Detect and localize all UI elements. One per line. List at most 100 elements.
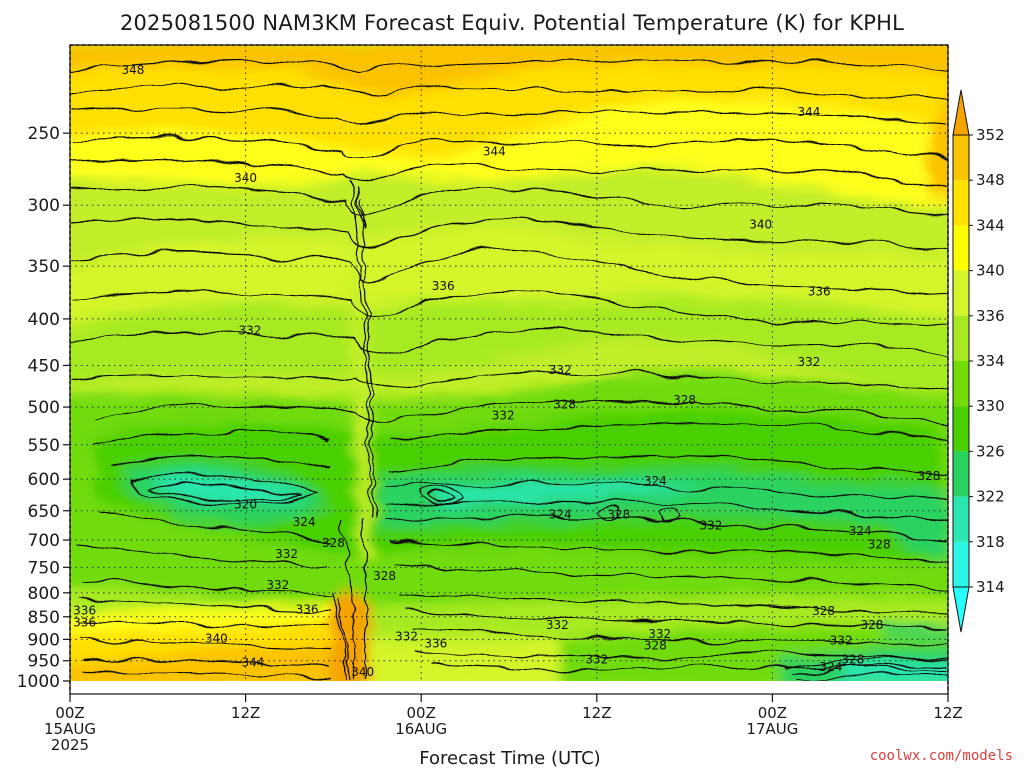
contour-label-text: 340	[351, 665, 374, 679]
colorbar-tick-label: 326	[976, 442, 1005, 460]
contour-label-text: 328	[812, 604, 835, 618]
contour-label-text: 328	[644, 638, 667, 652]
y-tick-label: 700	[28, 531, 60, 551]
contour-label-text: 332	[266, 578, 289, 592]
contour-label-text: 332	[699, 519, 722, 533]
contour-label: 328	[373, 569, 396, 583]
contour-label: 328	[918, 469, 941, 483]
contour-label: 328	[868, 538, 891, 552]
colorbar-segment	[953, 451, 969, 497]
contour-label: 328	[673, 393, 696, 407]
contour-label-text: 328	[322, 536, 345, 550]
colorbar-tick-label: 336	[976, 307, 1005, 325]
contour-label-text: 324	[819, 660, 842, 674]
colorbar-segment	[953, 180, 969, 226]
y-tick-label: 800	[28, 584, 60, 604]
colorbar-extend-top	[952, 89, 970, 136]
contour-label-text: 324	[293, 515, 316, 529]
contour-label: 344	[483, 145, 506, 159]
y-axis: 2503003504004505005506006507007508008509…	[17, 124, 70, 692]
contour-label: 324	[293, 515, 316, 529]
x-tick-label: 2025	[51, 736, 89, 754]
contour-label: 332	[648, 627, 671, 641]
contour-label-text: 340	[205, 631, 228, 645]
contour-label: 324	[849, 524, 872, 538]
contour-label: 328	[553, 398, 576, 412]
contour-label-text: 344	[241, 655, 264, 669]
colorbar: 352 348 344 340 336 334 330 326 322 318 314	[952, 89, 1005, 633]
colorbar-tick-label: 322	[976, 488, 1005, 506]
contour-label: 324	[644, 474, 667, 488]
contour-label-text: 332	[798, 355, 821, 369]
contour-label-text: 328	[868, 538, 891, 552]
y-tick-label: 950	[28, 652, 60, 672]
credit-text: coolwx.com/models	[870, 748, 1013, 764]
contour-label: 328	[607, 507, 630, 521]
contour-label: 332	[275, 547, 298, 561]
x-tick-label: 12Z	[231, 704, 260, 722]
contour-label-text: 344	[798, 105, 821, 119]
contour-label-text: 344	[483, 145, 506, 159]
contour-label-text: 332	[830, 634, 853, 648]
contour-label: 336	[73, 615, 96, 629]
y-tick-label: 300	[28, 196, 60, 216]
contour-label-text: 336	[424, 637, 447, 651]
contour-label-text: 332	[648, 627, 671, 641]
contour-label-text: 332	[395, 629, 418, 643]
contour-label-text: 332	[492, 409, 515, 423]
colorbar-tick-label: 340	[976, 262, 1005, 280]
contour-label: 332	[549, 363, 572, 377]
contour-label: 340	[205, 631, 228, 645]
y-tick-label: 250	[28, 124, 60, 144]
contour-label-text: 340	[749, 218, 772, 232]
colorbar-tick-label: 344	[976, 216, 1005, 234]
contour-label: 344	[241, 655, 264, 669]
y-tick-label: 850	[28, 608, 60, 628]
y-tick-label: 400	[28, 310, 60, 330]
contour-label-text: 332	[585, 652, 608, 666]
contour-label: 332	[492, 409, 515, 423]
contour-label: 344	[798, 105, 821, 119]
y-tick-label: 450	[28, 356, 60, 376]
x-tick-label: 17AUG	[746, 720, 798, 738]
x-tick-label: 16AUG	[395, 720, 447, 738]
colorbar-tick-label: 314	[976, 578, 1005, 596]
contour-label-text: 336	[296, 603, 319, 617]
contour-label: 328	[644, 638, 667, 652]
contour-label: 332	[699, 519, 722, 533]
contour-label: 320	[234, 498, 257, 512]
x-tick-label: 12Z	[582, 704, 611, 722]
colorbar-segment	[953, 315, 969, 361]
contour-label: 332	[830, 634, 853, 648]
colorbar-tick-label: 318	[976, 533, 1005, 551]
colorbar-segment	[953, 225, 969, 271]
ground-strip	[70, 681, 948, 694]
contour-label: 332	[546, 618, 569, 632]
contour-label-text: 332	[549, 363, 572, 377]
contour-label: 348	[121, 63, 144, 77]
contour-label-text: 328	[607, 507, 630, 521]
contour-label: 328	[841, 652, 864, 666]
contour-label-text: 328	[918, 469, 941, 483]
contour-label-text: 320	[234, 498, 257, 512]
contour-label: 332	[798, 355, 821, 369]
contour-label-text: 328	[553, 398, 576, 412]
colorbar-segment	[953, 135, 969, 181]
contour-label-text: 332	[546, 618, 569, 632]
x-tick-label: 00Z	[758, 704, 787, 722]
contour-label-text: 336	[73, 615, 96, 629]
chart-title: 2025081500 NAM3KM Forecast Equiv. Potent…	[120, 11, 904, 35]
colorbar-tick-label: 348	[976, 171, 1005, 189]
colorbar-segment	[953, 361, 969, 407]
contour-label: 328	[860, 618, 883, 632]
y-tick-label: 550	[28, 436, 60, 456]
colorbar-segment	[953, 406, 969, 452]
contour-label: 332	[266, 578, 289, 592]
contour-label: 336	[432, 279, 455, 293]
y-tick-label: 650	[28, 502, 60, 522]
y-tick-label: 500	[28, 398, 60, 418]
contour-label-text: 328	[860, 618, 883, 632]
